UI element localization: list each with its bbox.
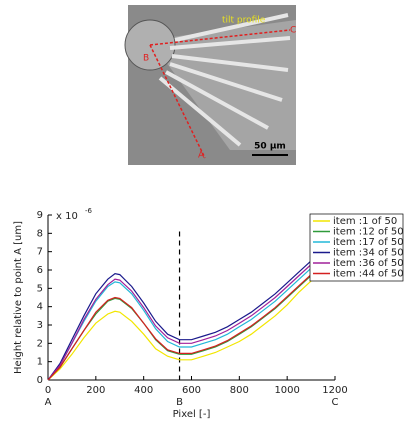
image-caption: tilt profile: [222, 16, 266, 26]
multiplier: x 10: [56, 211, 78, 222]
image-point-label: C: [290, 26, 296, 36]
y-tick-label: 0: [37, 375, 43, 386]
image-point-label: A: [198, 151, 205, 161]
y-tick-label: 6: [37, 265, 43, 276]
x-tick-label: 0: [45, 385, 51, 396]
x-axis-label: Pixel [-]: [173, 409, 211, 420]
figure: tilt profile B C A 50 µm 0 1 2 3 4 5 6 7 8 9 0 200 4…: [0, 0, 405, 425]
x-tick-label: 1200: [322, 385, 347, 396]
x-tick-label: 400: [134, 385, 153, 396]
y-tick-label: 1: [37, 357, 43, 368]
point-label: B: [176, 397, 183, 408]
series-line: [48, 254, 330, 381]
point-label: C: [332, 397, 339, 408]
legend-label: item :1 of 50: [333, 216, 397, 227]
y-tick-label: 4: [37, 302, 43, 313]
x-tick-label: 800: [230, 385, 249, 396]
y-tick-label: 9: [37, 210, 43, 221]
y-tick-label: 7: [37, 247, 43, 258]
legend-label: item :36 of 50: [333, 258, 404, 269]
x-tick-label: 600: [182, 385, 201, 396]
legend-label: item :12 of 50: [333, 227, 404, 238]
y-tick-label: 3: [37, 320, 43, 331]
y-tick-label: 2: [37, 338, 43, 349]
series-line: [48, 257, 330, 380]
series-line: [48, 252, 330, 380]
chart: 0 1 2 3 4 5 6 7 8 9 0 200 400 600 800 1000 1200 A B Cx 10 -6…: [13, 207, 404, 420]
point-label: A: [45, 397, 52, 408]
image-point-label: B: [143, 54, 149, 64]
x-tick-label: 200: [86, 385, 105, 396]
micrograph: tilt profile B C A 50 µm: [125, 5, 296, 165]
y-tick-label: 5: [37, 283, 43, 294]
y-axis-label: Height relative to point A [um]: [13, 221, 24, 374]
y-tick-label: 8: [37, 228, 43, 239]
multiplier-exponent: -6: [85, 207, 93, 215]
series-line: [48, 250, 330, 380]
legend-label: item :34 of 50: [333, 248, 404, 259]
series-line: [48, 256, 330, 380]
legend-label: item :44 of 50: [333, 269, 404, 280]
scale-bar-label: 50 µm: [254, 142, 286, 152]
x-tick-label: 1000: [274, 385, 299, 396]
legend-label: item :17 of 50: [333, 237, 404, 248]
